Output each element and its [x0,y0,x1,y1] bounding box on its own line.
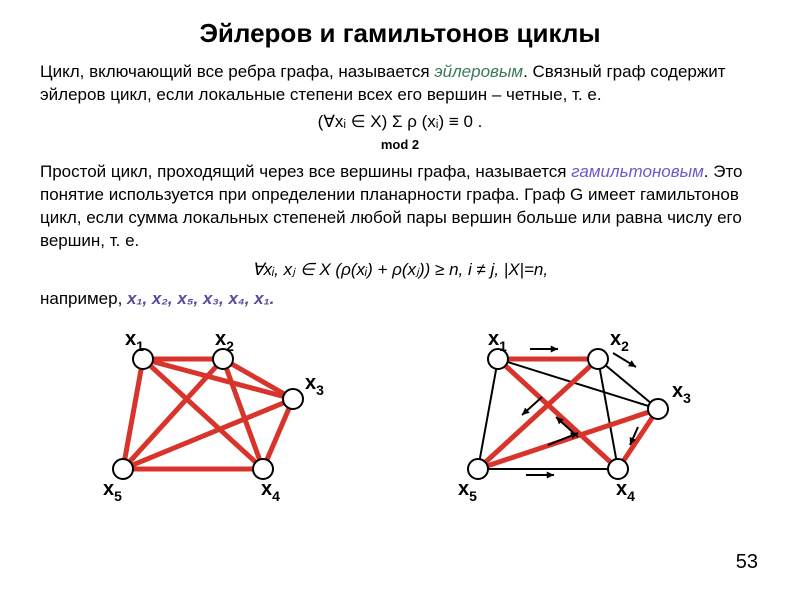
hamilton-para-prefix: Простой цикл, проходящий через все верши… [40,162,571,181]
node-label-x4: x4 [616,478,635,504]
example-prefix: например, [40,289,127,308]
node-label-x3: x3 [672,380,691,406]
node-label-x4: x4 [261,478,280,504]
graph-node [113,459,133,479]
node-label-x1: x1 [125,328,144,354]
hamilton-paragraph: Простой цикл, проходящий через все верши… [40,161,760,253]
euler-term: эйлеровым [434,62,523,81]
graph-node [253,459,273,479]
hamilton-formula: ∀xᵢ, xⱼ ∈ X (ρ(xᵢ) + ρ(xⱼ)) ≥ n, i ≠ j, … [40,259,760,282]
edge-black [598,359,658,409]
node-label-x2: x2 [610,328,629,354]
graph-node [588,349,608,369]
euler-para-prefix: Цикл, включающий все ребра графа, называ… [40,62,434,81]
graphs-container: x1x2x3x4x5 x1x2x3x4x5 [40,319,760,504]
hamilton-graph: x1x2x3x4x5 [438,319,718,504]
euler-formula: (∀xᵢ ∈ X) Σ ρ (xᵢ) ≡ 0 . [40,111,760,134]
euler-paragraph: Цикл, включающий все ребра графа, называ… [40,61,760,107]
node-label-x3: x3 [305,372,324,398]
euler-formula-sub: mod 2 [40,136,760,154]
graph-node [468,459,488,479]
hamilton-term: гамильтоновым [571,162,704,181]
page-title: Эйлеров и гамильтонов циклы [40,18,760,49]
graph-node [283,389,303,409]
example-sequence: x₁, x₂, x₅, x₃, x₄, x₁. [127,289,274,308]
page-number: 53 [736,551,758,574]
graph-node [608,459,628,479]
node-label-x5: x5 [103,478,122,504]
example-line: например, x₁, x₂, x₅, x₃, x₄, x₁. [40,288,760,311]
node-label-x5: x5 [458,478,477,504]
euler-graph: x1x2x3x4x5 [83,319,353,504]
graph-node [648,399,668,419]
